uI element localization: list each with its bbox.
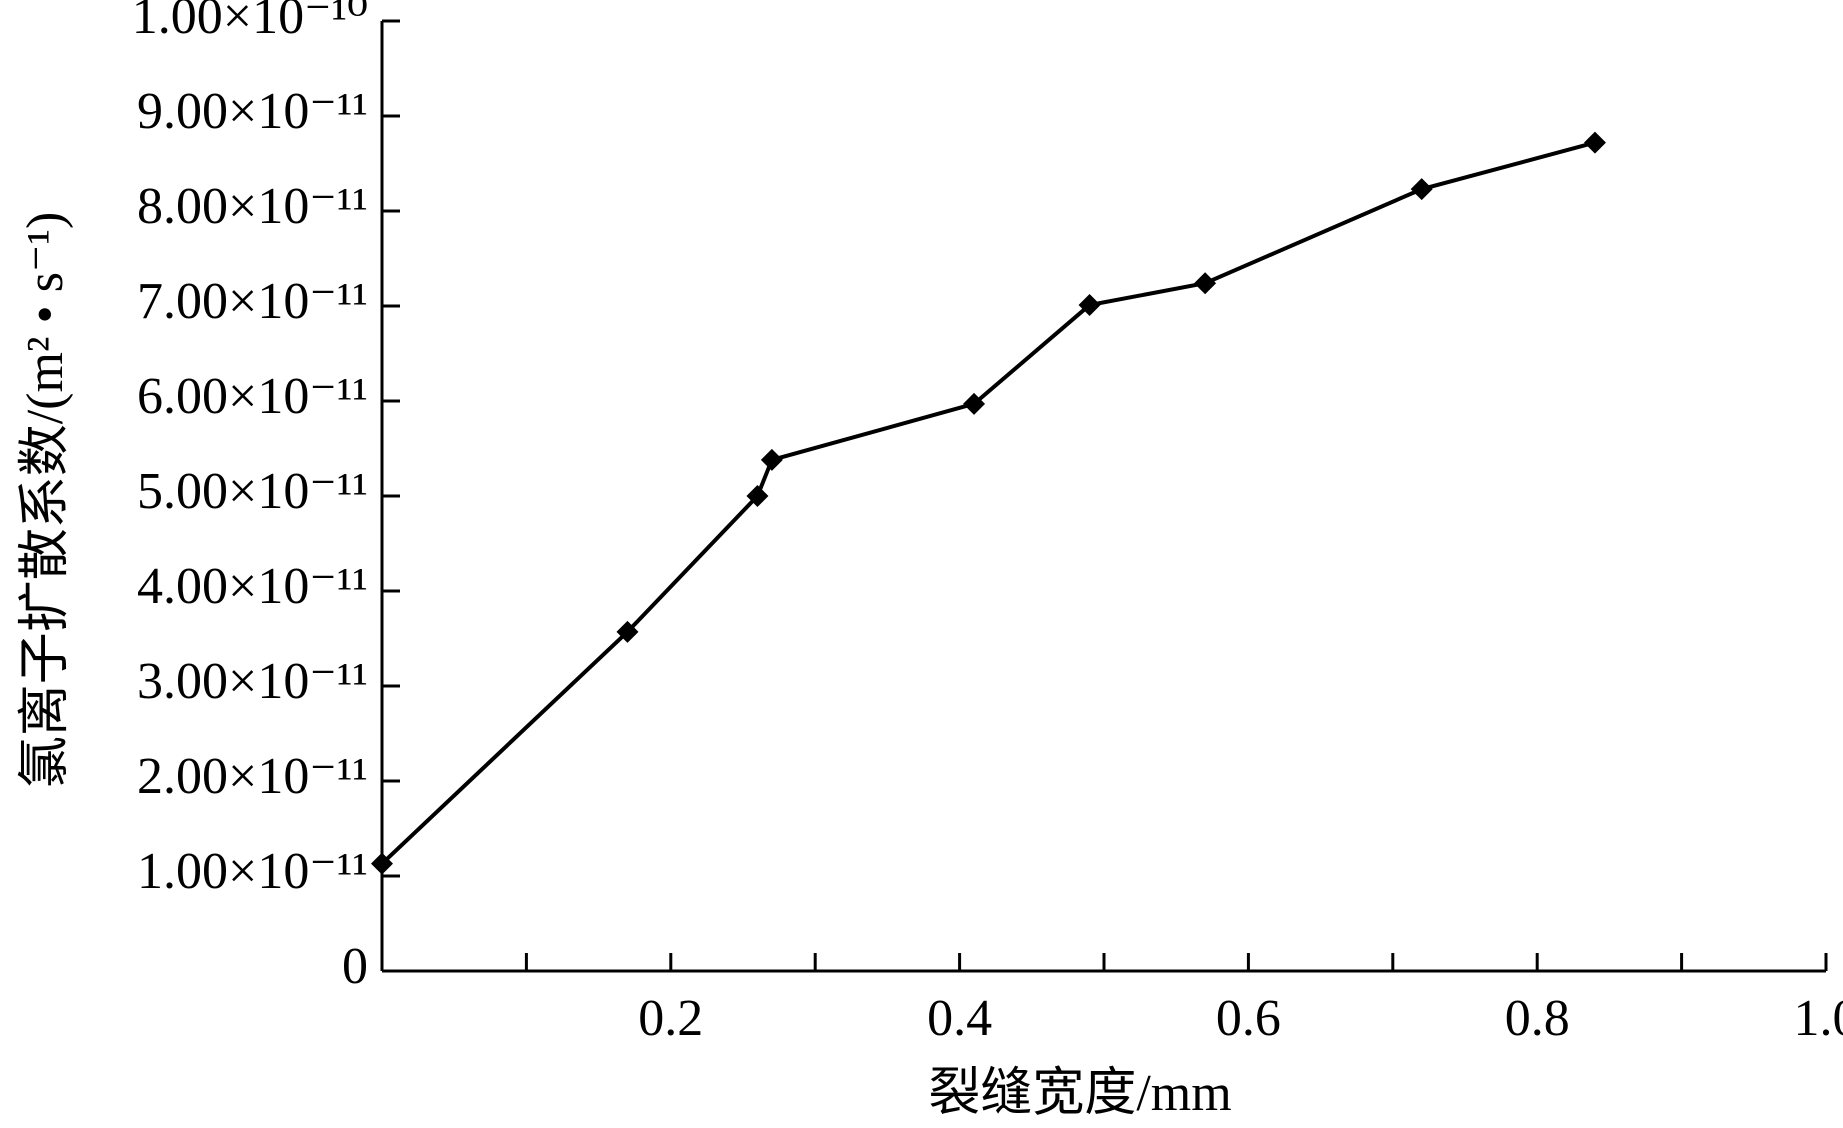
y-tick-label: 8.00×10⁻¹¹	[137, 178, 368, 235]
y-tick-label: 5.00×10⁻¹¹	[137, 463, 368, 520]
y-tick-label: 1.00×10⁻¹⁰	[132, 0, 368, 45]
marker	[1078, 294, 1101, 317]
x-tick-label: 0.6	[1216, 990, 1281, 1047]
marker	[1410, 178, 1433, 201]
marker	[963, 392, 986, 415]
line	[380, 140, 1596, 866]
x-tick-label: 1.0	[1794, 990, 1843, 1047]
marker	[760, 448, 783, 471]
y-tick-label: 0	[342, 938, 368, 995]
marker	[371, 852, 393, 875]
marker	[616, 620, 639, 643]
y-axis-label: 氯离子扩散系数/(m² • s⁻¹)	[17, 212, 74, 789]
x-tick-label: 0.8	[1505, 990, 1570, 1047]
x-tick-label: 0.4	[927, 990, 992, 1047]
y-tick-label: 9.00×10⁻¹¹	[137, 83, 368, 140]
marker	[746, 485, 769, 507]
y-tick-label: 3.00×10⁻¹¹	[137, 653, 368, 710]
y-tick-label: 4.00×10⁻¹¹	[137, 558, 368, 615]
marker	[1583, 131, 1606, 154]
x-axis-label: 裂缝宽度/mm	[928, 1065, 1231, 1122]
marker	[1194, 272, 1217, 295]
y-tick-label: 6.00×10⁻¹¹	[137, 368, 368, 425]
y-tick-label: 7.00×10⁻¹¹	[137, 273, 368, 330]
x-tick-label: 0.2	[638, 990, 703, 1047]
y-tick-label: 1.00×10⁻¹¹	[137, 843, 368, 900]
y-tick-label: 2.00×10⁻¹¹	[137, 748, 368, 805]
